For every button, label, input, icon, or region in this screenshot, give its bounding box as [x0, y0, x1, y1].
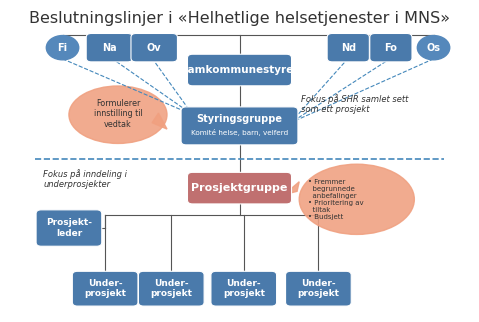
Text: Formulerer
innstilling til
vedtak: Formulerer innstilling til vedtak	[93, 99, 142, 129]
Ellipse shape	[69, 86, 167, 143]
FancyBboxPatch shape	[285, 271, 351, 306]
FancyBboxPatch shape	[181, 107, 298, 145]
FancyBboxPatch shape	[370, 33, 412, 62]
Text: Fo: Fo	[385, 43, 397, 53]
FancyBboxPatch shape	[131, 33, 177, 62]
FancyBboxPatch shape	[86, 33, 133, 62]
Polygon shape	[152, 113, 167, 129]
Polygon shape	[284, 182, 299, 194]
FancyBboxPatch shape	[187, 54, 292, 86]
Text: Fokus på SHR samlet sett
som ett prosjekt: Fokus på SHR samlet sett som ett prosjek…	[301, 94, 409, 114]
Text: Beslutningslinjer i «Helhetlige helsetjenester i MNS»: Beslutningslinjer i «Helhetlige helsetje…	[29, 11, 450, 26]
Text: Os: Os	[426, 43, 441, 53]
FancyBboxPatch shape	[36, 210, 102, 246]
Text: Fokus på inndeling i
underprosjekter: Fokus på inndeling i underprosjekter	[43, 169, 127, 189]
FancyBboxPatch shape	[211, 271, 276, 306]
FancyBboxPatch shape	[187, 172, 292, 204]
Text: Ov: Ov	[147, 43, 161, 53]
Text: Komité helse, barn, velferd: Komité helse, barn, velferd	[191, 129, 288, 136]
Text: Fi: Fi	[57, 43, 68, 53]
Text: Prosjektgruppe: Prosjektgruppe	[191, 183, 288, 193]
Ellipse shape	[299, 164, 414, 234]
Text: Under-
prosjekt: Under- prosjekt	[150, 279, 192, 298]
FancyBboxPatch shape	[327, 33, 369, 62]
Text: Prosjekt-
leder: Prosjekt- leder	[46, 218, 92, 238]
Text: Styringsgruppe: Styringsgruppe	[196, 114, 283, 124]
Text: Under-
prosjekt: Under- prosjekt	[84, 279, 126, 298]
Circle shape	[46, 35, 79, 60]
Text: Under-
prosjekt: Under- prosjekt	[297, 279, 340, 298]
Text: Under-
prosjekt: Under- prosjekt	[223, 279, 265, 298]
Circle shape	[417, 35, 450, 60]
Text: Na: Na	[102, 43, 117, 53]
Text: Samkommunestyret: Samkommunestyret	[181, 65, 298, 75]
Text: • Fremmer
  begrunnede
  anbefalinger
• Prioritering av
  tiltak
• Budsjett: • Fremmer begrunnede anbefalinger • Prio…	[308, 179, 364, 220]
FancyBboxPatch shape	[72, 271, 138, 306]
Text: Nd: Nd	[341, 43, 356, 53]
FancyBboxPatch shape	[138, 271, 204, 306]
